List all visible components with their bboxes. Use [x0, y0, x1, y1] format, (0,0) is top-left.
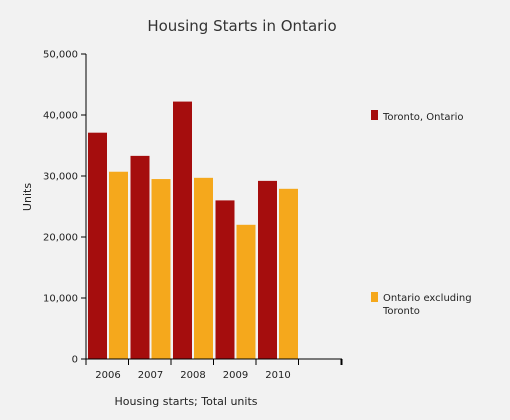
y-tick-label: 30,000	[43, 172, 78, 183]
x-tick-label: 2008	[180, 370, 205, 381]
y-tick-label: 20,000	[43, 233, 78, 244]
y-tick-label: 40,000	[43, 111, 78, 122]
y-tick-label: 10,000	[43, 294, 78, 305]
bar-ontario-excl-toronto-2009	[236, 224, 256, 359]
legend-label-toronto: Toronto, Ontario	[382, 112, 464, 123]
bar-ontario-excl-toronto-2007	[151, 179, 171, 359]
x-tick-label: 2006	[95, 370, 120, 381]
legend-label-ontario-excl-toronto: Ontario excluding Toronto	[382, 293, 472, 317]
legend-swatch-toronto	[371, 110, 378, 120]
legend-swatch-ontario-excl-toronto	[371, 292, 378, 302]
bar-ontario-excl-toronto-2006	[109, 171, 128, 359]
bars-group	[88, 101, 298, 359]
bar-toronto-2008	[173, 101, 192, 359]
bar-toronto-2007	[130, 155, 150, 359]
bar-ontario-excl-toronto-2010	[279, 188, 298, 359]
legend: Toronto, Ontario Ontario excluding Toronto	[371, 110, 472, 317]
chart-title: Housing Starts in Ontario	[147, 17, 336, 35]
y-axis: 0 10,000 20,000 30,000 40,000 50,000	[43, 50, 86, 366]
bar-ontario-excl-toronto-2008	[194, 177, 213, 359]
y-axis-title: Units	[21, 183, 34, 211]
x-tick-label: 2009	[223, 370, 248, 381]
bar-toronto-2009	[215, 200, 235, 359]
x-tick-label: 2010	[265, 370, 290, 381]
y-tick-label: 0	[72, 355, 78, 366]
y-tick-label: 50,000	[43, 50, 78, 61]
x-axis-title: Housing starts; Total units	[115, 395, 258, 408]
bar-toronto-2010	[258, 180, 277, 359]
x-axis: 2006 2007 2008 2009 2010	[85, 359, 343, 381]
bar-toronto-2006	[88, 132, 107, 359]
x-tick-label: 2007	[138, 370, 163, 381]
